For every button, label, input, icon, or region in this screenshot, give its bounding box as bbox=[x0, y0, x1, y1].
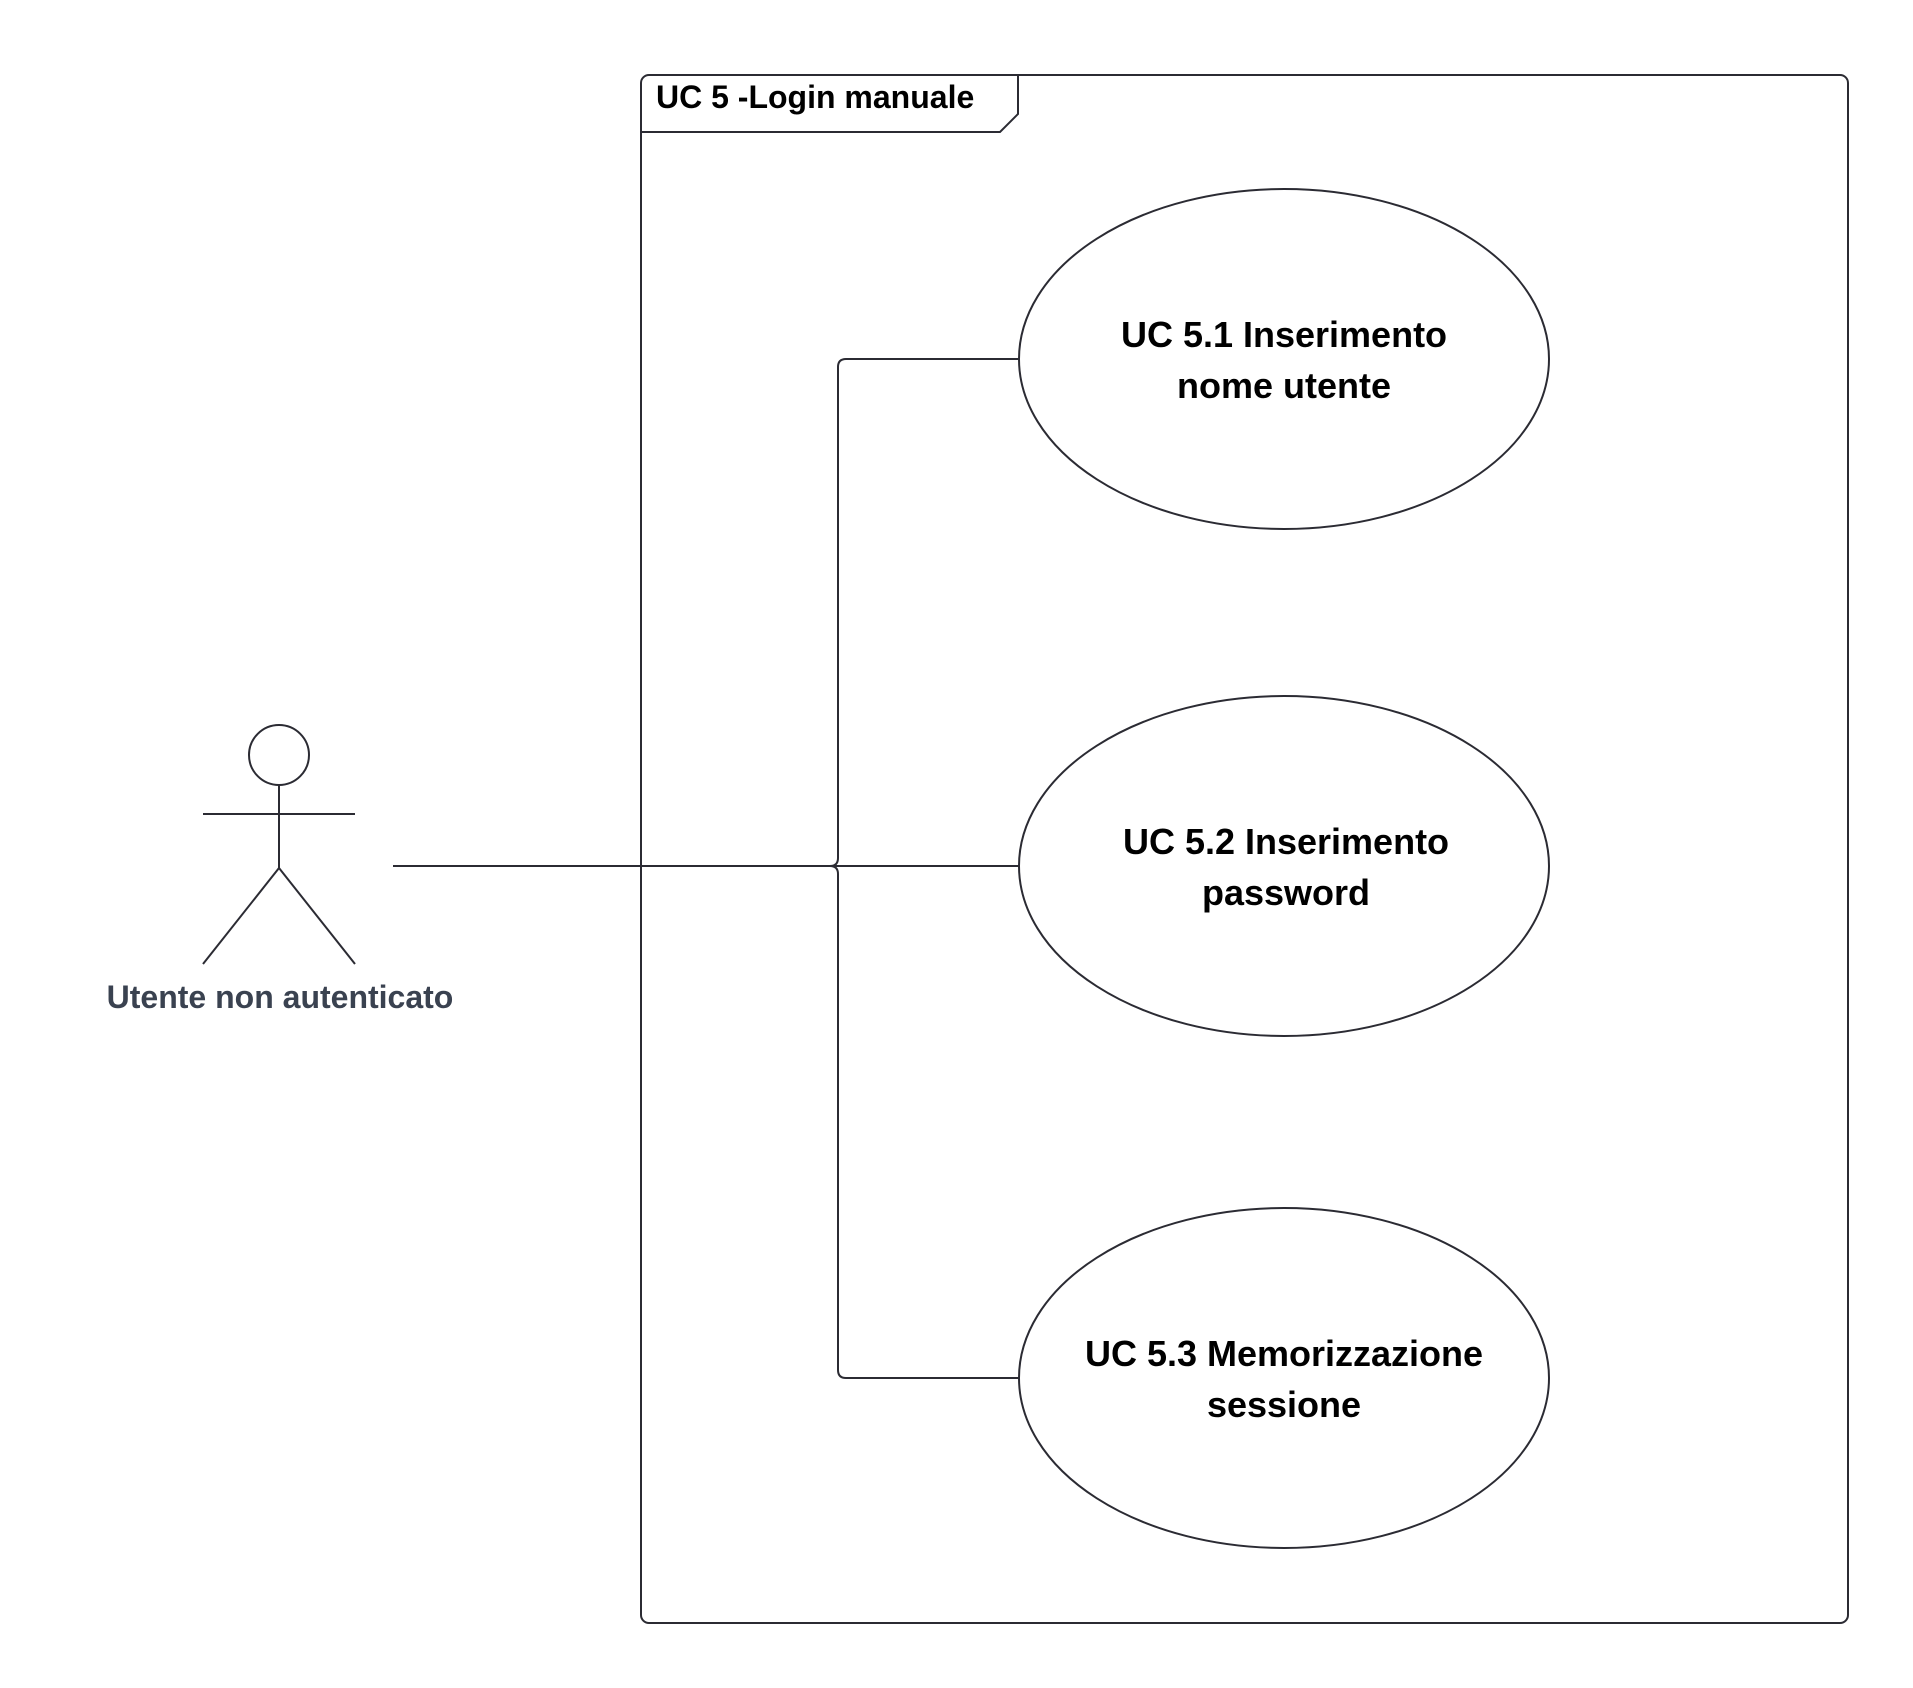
frame-title: UC 5 -Login manuale bbox=[656, 79, 974, 115]
actor-right-leg bbox=[278, 867, 356, 965]
association-uc-5-3 bbox=[829, 865, 1020, 1379]
actor-head bbox=[248, 724, 310, 786]
use-case-5-1[interactable]: UC 5.1 Inserimento nome utente bbox=[1018, 188, 1550, 530]
associations bbox=[393, 358, 1020, 1379]
use-case-ellipse bbox=[1018, 1207, 1550, 1549]
use-case-label: UC 5.2 Inserimento bbox=[1123, 821, 1449, 862]
use-case-label: UC 5.3 Memorizzazione bbox=[1085, 1333, 1483, 1374]
actor-label: Utente non autenticato bbox=[107, 979, 454, 1015]
use-case-label: UC 5.1 Inserimento bbox=[1121, 314, 1447, 355]
association-uc-5-1 bbox=[829, 358, 1020, 867]
system-boundary: UC 5 -Login manuale bbox=[640, 74, 1849, 1624]
use-case-5-3[interactable]: UC 5.3 Memorizzazione sessione bbox=[1018, 1207, 1550, 1549]
use-case-label: nome utente bbox=[1177, 365, 1391, 406]
system-boundary-frame bbox=[640, 74, 1849, 1624]
use-case-ellipse bbox=[1018, 188, 1550, 530]
use-case-label: password bbox=[1202, 872, 1370, 913]
use-case-5-2[interactable]: UC 5.2 Inserimento password bbox=[1018, 695, 1550, 1037]
actor-left-leg bbox=[202, 867, 280, 965]
frame-title-tab bbox=[641, 75, 1019, 133]
actor[interactable]: Utente non autenticato bbox=[107, 724, 454, 1015]
use-case-label: sessione bbox=[1207, 1384, 1361, 1425]
use-case-ellipse bbox=[1018, 695, 1550, 1037]
